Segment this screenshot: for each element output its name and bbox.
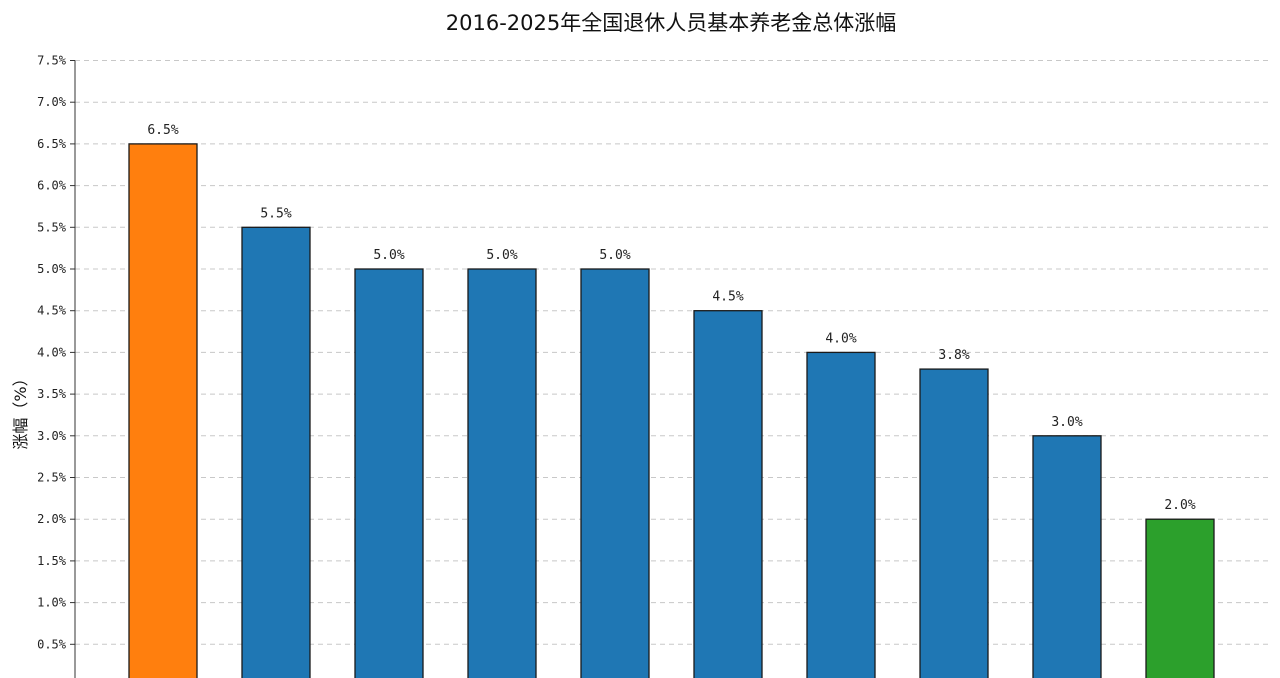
y-tick-label: 5.0% — [37, 262, 67, 276]
data-label-2018: 5.0% — [373, 248, 404, 263]
bar-2019 — [467, 268, 537, 678]
bar-2020 — [580, 268, 650, 678]
bar-2017 — [241, 226, 311, 678]
y-tick-label: 6.5% — [37, 137, 67, 151]
y-tick-label: 6.0% — [37, 179, 67, 193]
bar-2021 — [693, 310, 763, 678]
data-label-2016: 6.5% — [147, 123, 178, 138]
y-tick-label: 7.5% — [37, 54, 67, 68]
y-tick-label: 4.0% — [37, 345, 67, 359]
y-tick-label: 2.0% — [37, 512, 67, 526]
y-tick-label: 5.5% — [37, 220, 67, 234]
data-labels: 6.5% 5.5% 5.0% 5.0% 5.0% 4.5% 4.0% 3.8% 3.0% 2.0% — [147, 123, 1195, 513]
bar-2016 — [128, 143, 198, 678]
y-axis-label: 涨幅（%） — [11, 370, 30, 449]
bars — [128, 143, 1215, 678]
y-tick-label: 2.5% — [37, 471, 67, 485]
bar-2023 — [919, 368, 989, 678]
bar-2024 — [1032, 435, 1102, 678]
y-tick-label: 7.0% — [37, 95, 67, 109]
y-tick-label: 3.0% — [37, 429, 67, 443]
data-label-2023: 3.8% — [938, 348, 969, 363]
y-tick-label: 4.5% — [37, 304, 67, 318]
y-tick-label: 0.5% — [37, 637, 67, 651]
data-label-2020: 5.0% — [599, 248, 630, 263]
y-tick-label: 3.5% — [37, 387, 67, 401]
bar-2018 — [354, 268, 424, 678]
data-label-2021: 4.5% — [712, 290, 743, 305]
bar-2022 — [806, 351, 876, 678]
y-axis: 0.5% 1.0% 1.5% 2.0% 2.5% 3.0% 3.5% 4.0% 4.5% 5.0%… — [37, 54, 76, 678]
data-label-2022: 4.0% — [825, 331, 856, 346]
bar-2025 — [1145, 518, 1215, 678]
y-tick-label: 1.5% — [37, 554, 67, 568]
y-tick-label: 1.0% — [37, 596, 67, 610]
data-label-2017: 5.5% — [260, 206, 291, 221]
data-label-2025: 2.0% — [1164, 498, 1195, 513]
chart-title: 2016-2025年全国退休人员基本养老金总体涨幅 — [446, 11, 896, 35]
data-label-2019: 5.0% — [486, 248, 517, 263]
data-label-2024: 3.0% — [1051, 415, 1082, 430]
